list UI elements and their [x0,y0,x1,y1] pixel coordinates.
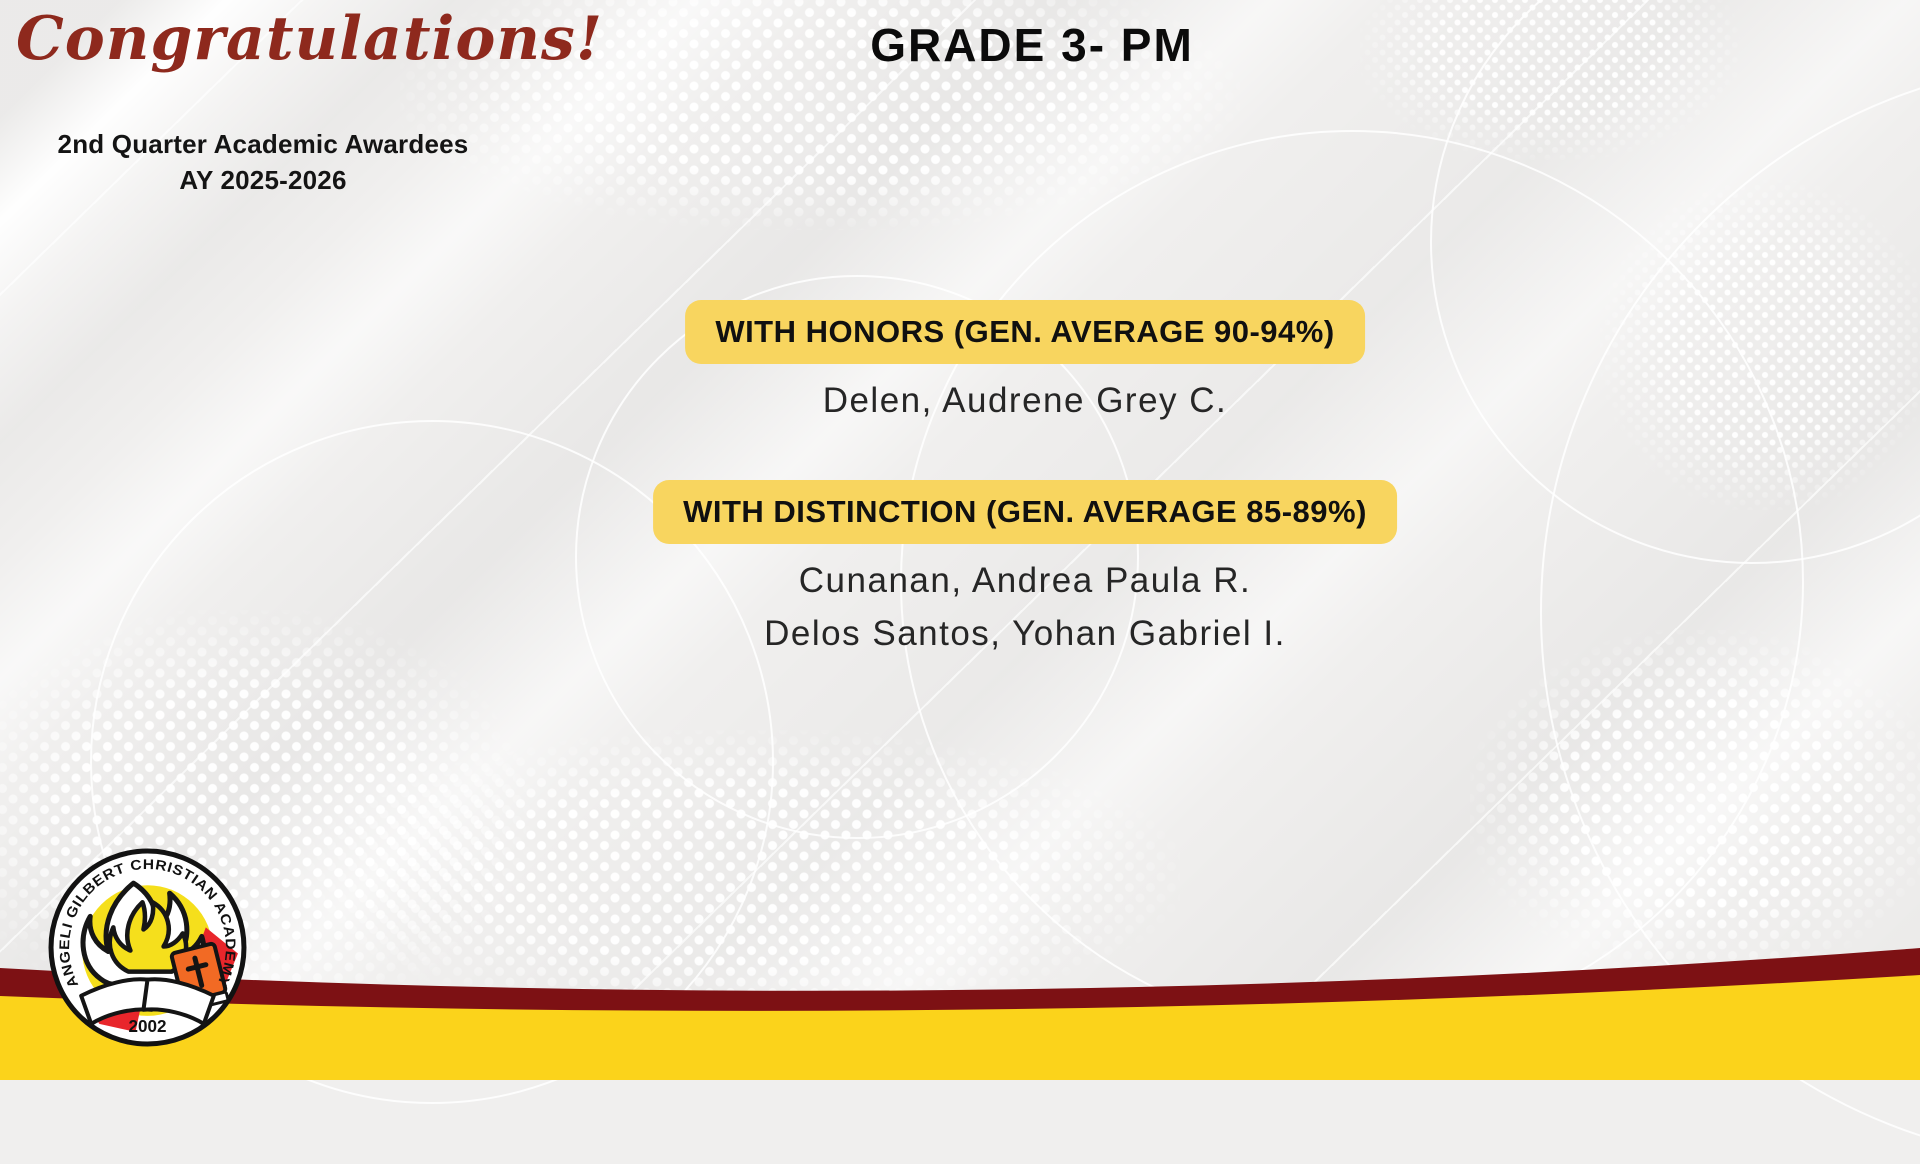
logo-cross-icon [185,955,209,988]
grade-section-title: GRADE 3- PM [870,19,1194,71]
award-section: WITH DISTINCTION (GEN. AVERAGE 85-89%) Cu… [653,480,1397,657]
award-section: WITH HONORS (GEN. AVERAGE 90-94%) Delen, … [685,300,1365,424]
logo-open-book [79,977,216,1026]
school-logo: ANGELI GILBERT CHRISTIAN ACADEMY 2002 [48,848,247,1047]
logo-flame [80,880,207,988]
awardee-name: Cunanan, Andrea Paula R. [798,561,1252,600]
footer-bands [0,948,1920,1080]
dot-pattern-top [400,0,1240,230]
footer-gold-band [0,975,1920,1080]
subtitle-line-2: AY 2025-2026 [179,165,347,195]
subtitle-line-1: 2nd Quarter Academic Awardees [57,129,469,159]
award-category-chip: WITH HONORS (GEN. AVERAGE 90-94%) [685,300,1365,364]
awardee-name: Delos Santos, Yohan Gabriel I. [764,614,1286,653]
award-category-chip: WITH DISTINCTION (GEN. AVERAGE 85-89%) [653,480,1397,544]
logo-year: 2002 [129,1017,167,1036]
awards-list: WITH HONORS (GEN. AVERAGE 90-94%) Delen, … [653,300,1397,713]
logo-book-right-page [141,977,216,1026]
awardee-name: Delen, Audrene Grey C. [822,381,1228,420]
logo-flame-inner [107,900,189,974]
congratulations-script-title: Congratulations! [16,4,604,74]
awardees-subtitle: 2nd Quarter Academic Awardees AY 2025-20… [28,126,498,198]
